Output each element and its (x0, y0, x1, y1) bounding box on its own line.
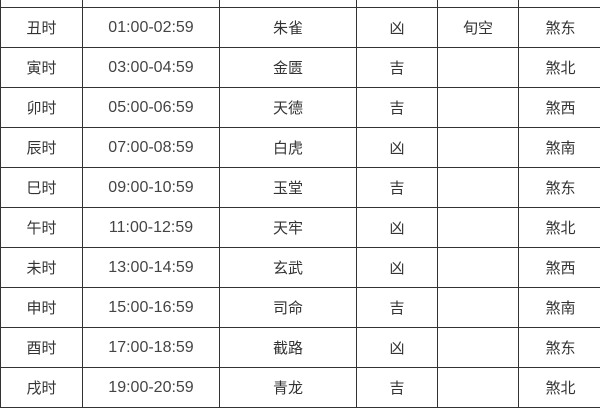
time-cell: 03:00-04:59 (83, 48, 220, 88)
time-cell: 13:00-14:59 (83, 248, 220, 288)
note-cell (438, 168, 519, 208)
luck-cell: 凶 (357, 8, 438, 48)
god-cell (220, 0, 357, 8)
luck-cell: 吉 (357, 288, 438, 328)
luck-cell: 吉 (357, 88, 438, 128)
sha-direction-cell: 煞东 (519, 8, 600, 48)
god-cell: 玄武 (220, 248, 357, 288)
sha-direction-cell: 煞北 (519, 208, 600, 248)
god-cell: 天牢 (220, 208, 357, 248)
shichen-cell: 酉时 (1, 328, 83, 368)
luck-cell: 凶 (357, 328, 438, 368)
shichen-cell: 丑时 (1, 8, 83, 48)
table-row (1, 0, 600, 8)
sha-direction-cell: 煞西 (519, 248, 600, 288)
sha-direction-cell: 煞东 (519, 328, 600, 368)
shichen-cell: 辰时 (1, 128, 83, 168)
time-cell: 11:00-12:59 (83, 208, 220, 248)
shichen-cell: 午时 (1, 208, 83, 248)
shichen-cell: 寅时 (1, 48, 83, 88)
god-cell: 玉堂 (220, 168, 357, 208)
luck-cell (357, 0, 438, 8)
shichen-cell: 未时 (1, 248, 83, 288)
sha-direction-cell: 煞东 (519, 168, 600, 208)
god-cell: 金匮 (220, 48, 357, 88)
note-cell (438, 0, 519, 8)
sha-direction-cell: 煞西 (519, 88, 600, 128)
time-cell: 01:00-02:59 (83, 8, 220, 48)
sha-direction-cell: 煞南 (519, 288, 600, 328)
time-cell (83, 0, 220, 8)
sha-direction-cell: 煞北 (519, 48, 600, 88)
luck-cell: 吉 (357, 368, 438, 408)
sha-direction-cell (519, 0, 600, 8)
note-cell (438, 88, 519, 128)
note-cell (438, 328, 519, 368)
luck-cell: 吉 (357, 168, 438, 208)
time-cell: 07:00-08:59 (83, 128, 220, 168)
shichen-cell: 巳时 (1, 168, 83, 208)
shichen-cell: 申时 (1, 288, 83, 328)
god-cell: 截路 (220, 328, 357, 368)
note-cell (438, 208, 519, 248)
luck-cell: 凶 (357, 208, 438, 248)
god-cell: 天德 (220, 88, 357, 128)
shichen-cell (1, 0, 83, 8)
shichen-cell: 戌时 (1, 368, 83, 408)
note-cell (438, 368, 519, 408)
god-cell: 青龙 (220, 368, 357, 408)
note-cell (438, 128, 519, 168)
luck-cell: 吉 (357, 48, 438, 88)
luck-cell: 凶 (357, 128, 438, 168)
note-cell (438, 48, 519, 88)
god-cell: 朱雀 (220, 8, 357, 48)
time-cell: 09:00-10:59 (83, 168, 220, 208)
time-cell: 15:00-16:59 (83, 288, 220, 328)
shichen-cell: 卯时 (1, 88, 83, 128)
note-cell (438, 248, 519, 288)
time-cell: 19:00-20:59 (83, 368, 220, 408)
sha-direction-cell: 煞北 (519, 368, 600, 408)
note-cell (438, 288, 519, 328)
luck-cell: 凶 (357, 248, 438, 288)
note-cell: 旬空 (438, 8, 519, 48)
sha-direction-cell: 煞南 (519, 128, 600, 168)
god-cell: 白虎 (220, 128, 357, 168)
time-cell: 17:00-18:59 (83, 328, 220, 368)
god-cell: 司命 (220, 288, 357, 328)
time-cell: 05:00-06:59 (83, 88, 220, 128)
